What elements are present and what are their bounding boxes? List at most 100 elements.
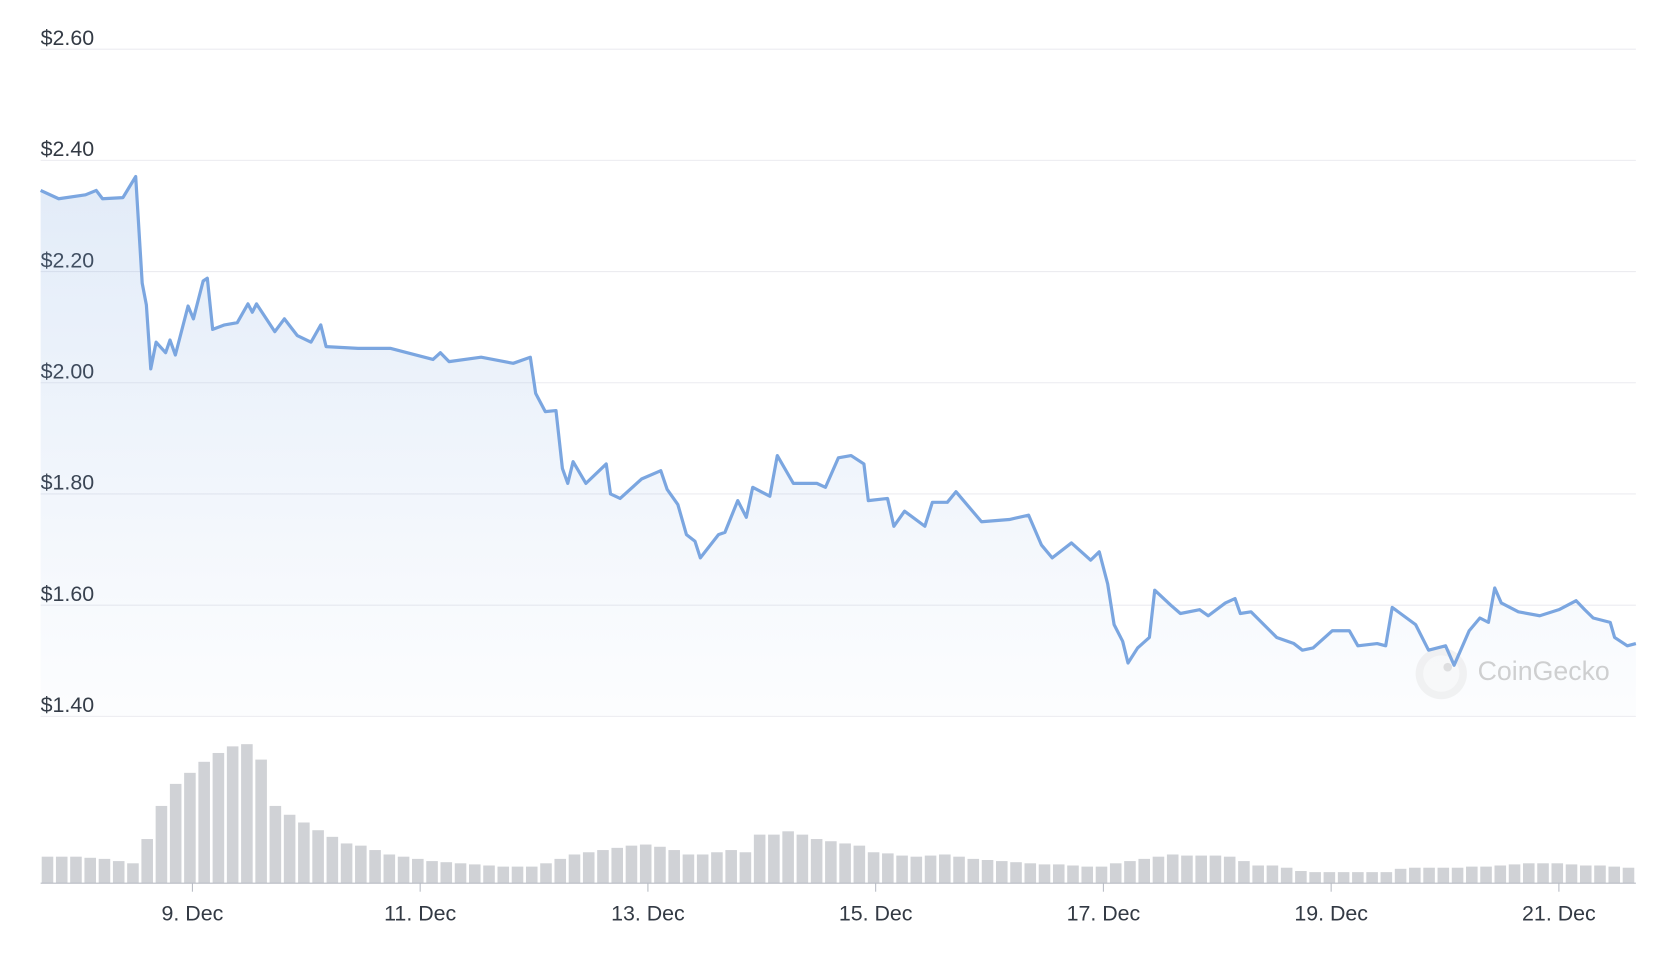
volume-bar — [540, 863, 552, 884]
volume-bar — [1124, 861, 1136, 884]
area-layer — [40, 176, 1636, 717]
volume-bar — [882, 853, 894, 884]
volume-bar — [1537, 863, 1549, 884]
volume-bar — [298, 822, 310, 884]
volume-bar — [226, 746, 239, 884]
watermark: CoinGecko — [1415, 647, 1610, 700]
volume-bar — [1223, 856, 1236, 884]
volume-bar — [1380, 872, 1393, 884]
volume-bar — [810, 839, 823, 884]
volume-bar — [1238, 861, 1250, 884]
volume-bar — [397, 856, 410, 884]
volume-bar — [725, 850, 737, 884]
volume-bar — [55, 856, 68, 884]
volume-bar — [369, 850, 381, 884]
volume-bar — [1109, 863, 1122, 884]
volume-bar — [127, 863, 139, 884]
volume-bar — [939, 854, 951, 884]
volume-bar — [853, 845, 866, 884]
volume-bar — [340, 843, 353, 884]
volume-bar — [468, 864, 481, 884]
volume-bar — [1437, 867, 1450, 884]
volume-bar — [953, 856, 965, 884]
volume-bar — [796, 834, 809, 884]
watermark-logo-eye — [1443, 662, 1452, 672]
volume-bar — [782, 831, 794, 884]
volume-bar — [582, 852, 595, 884]
volume-bar — [1166, 854, 1179, 884]
volume-bar — [910, 856, 923, 884]
volume-bar — [1466, 866, 1478, 884]
volume-bar — [326, 836, 339, 884]
volume-bar — [896, 855, 908, 884]
volume-bar — [70, 856, 82, 884]
volume-bar — [1309, 872, 1321, 884]
volume-bar — [454, 863, 467, 884]
volume-bar — [112, 861, 125, 884]
volume-bar — [155, 805, 168, 884]
volume-bar — [1081, 866, 1094, 884]
volume-bar — [1252, 865, 1264, 884]
price-line — [39, 174, 1637, 667]
volume-bar — [611, 847, 623, 884]
volume-bar — [1622, 867, 1635, 884]
volume-bar — [1352, 872, 1364, 884]
volume-bar — [426, 861, 438, 884]
volume-bar — [1024, 863, 1037, 884]
x-axis: 9. Dec 11. Dec 13. Dec 15. Dec 17. Dec 19. De… — [40, 882, 1636, 926]
volume-bar — [1394, 868, 1407, 884]
volume-bar — [625, 845, 638, 884]
volume-bar — [412, 858, 424, 884]
volume-bar — [483, 865, 495, 884]
volume-bar — [84, 857, 96, 884]
volume-bar — [1138, 858, 1151, 884]
volume-bar — [1494, 865, 1507, 884]
volume-bar — [141, 839, 153, 884]
volume-bar — [768, 834, 780, 884]
volume-bar — [739, 852, 752, 884]
y-tick-label: $2.40 — [41, 137, 95, 161]
volume-bar — [1095, 866, 1108, 884]
volume-bar — [283, 814, 296, 884]
volume-bar — [1067, 865, 1079, 884]
volume-bar — [255, 759, 267, 884]
watermark-text: CoinGecko — [1478, 656, 1610, 686]
x-tick-label: 19. Dec — [1294, 902, 1368, 926]
volume-bar — [1366, 872, 1378, 884]
volume-bar — [1209, 855, 1222, 884]
volume-bar — [1522, 863, 1535, 884]
volume-bar — [981, 859, 994, 884]
volume-bar — [995, 861, 1008, 884]
volume-bar — [241, 744, 253, 884]
y-tick-label: $2.60 — [41, 26, 95, 50]
volume-bar — [269, 805, 282, 884]
volume-bar — [1266, 865, 1279, 884]
volume-bar — [1480, 866, 1492, 884]
volume-bar — [668, 850, 680, 884]
volume-bar — [753, 834, 766, 884]
volume-bar — [1508, 864, 1521, 884]
x-tick-label: 17. Dec — [1067, 902, 1141, 926]
volume-bar — [184, 772, 196, 884]
volume-bar — [1052, 864, 1065, 884]
volume-bars — [41, 744, 1635, 884]
x-tick-label: 13. Dec — [611, 902, 685, 926]
volume-bar — [554, 858, 567, 884]
volume-bar — [1551, 863, 1564, 884]
volume-bar — [1337, 872, 1350, 884]
volume-bar — [1295, 871, 1307, 884]
volume-bar — [654, 846, 666, 884]
volume-bar — [383, 854, 396, 884]
price-area — [40, 176, 1636, 717]
volume-bar — [867, 852, 880, 884]
volume-bar — [1409, 867, 1421, 884]
volume-bar — [711, 852, 723, 884]
volume-bar — [1010, 862, 1022, 884]
x-tick-label: 9. Dec — [162, 902, 224, 926]
volume-bar — [1323, 872, 1336, 884]
volume-bar — [497, 866, 510, 884]
x-tick-label: 15. Dec — [839, 902, 913, 926]
volume-bar — [41, 856, 54, 884]
